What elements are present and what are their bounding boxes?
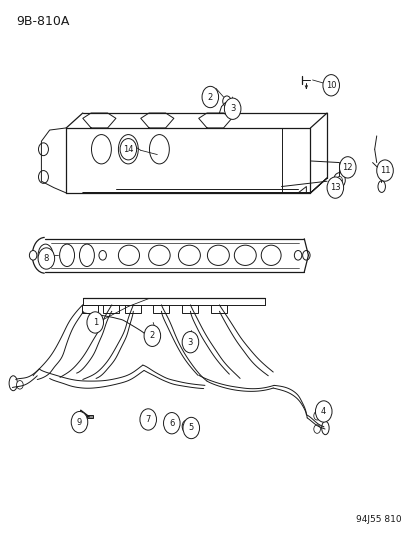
Text: 4: 4 [320, 407, 325, 416]
Circle shape [224, 98, 240, 119]
Ellipse shape [9, 376, 17, 391]
Circle shape [38, 171, 48, 183]
Ellipse shape [148, 245, 170, 265]
Text: 3: 3 [230, 104, 235, 113]
Ellipse shape [321, 421, 328, 435]
Text: 1: 1 [93, 318, 97, 327]
Bar [103, 305, 119, 313]
Text: 10: 10 [325, 81, 336, 90]
Text: 5: 5 [188, 424, 193, 432]
Circle shape [71, 411, 88, 433]
Circle shape [322, 75, 339, 96]
Circle shape [163, 413, 180, 434]
Text: 13: 13 [329, 183, 340, 192]
Circle shape [120, 139, 136, 160]
Circle shape [222, 96, 230, 107]
Circle shape [336, 176, 342, 184]
Circle shape [376, 160, 392, 181]
Circle shape [184, 423, 189, 430]
Circle shape [167, 418, 171, 424]
Circle shape [144, 325, 160, 346]
Ellipse shape [91, 134, 111, 164]
Circle shape [202, 86, 218, 108]
Ellipse shape [118, 245, 139, 265]
Circle shape [182, 332, 198, 353]
Circle shape [313, 425, 320, 433]
Text: 12: 12 [342, 163, 352, 172]
Ellipse shape [59, 244, 74, 266]
Circle shape [99, 251, 106, 260]
Circle shape [227, 104, 235, 115]
Ellipse shape [207, 245, 229, 265]
Circle shape [333, 173, 344, 188]
Text: 2: 2 [150, 332, 154, 340]
Text: 6: 6 [169, 419, 174, 427]
Circle shape [29, 251, 37, 260]
Text: 11: 11 [379, 166, 389, 175]
Ellipse shape [38, 244, 53, 266]
Circle shape [38, 248, 55, 269]
Circle shape [165, 415, 174, 427]
Ellipse shape [118, 134, 138, 164]
Circle shape [339, 157, 355, 178]
Circle shape [315, 401, 331, 422]
Circle shape [146, 412, 154, 423]
Bar [211, 305, 226, 313]
Text: 94J55 810: 94J55 810 [355, 515, 401, 524]
Circle shape [38, 143, 48, 156]
Circle shape [326, 177, 343, 198]
Ellipse shape [234, 245, 256, 265]
Bar [153, 305, 169, 313]
Text: 3: 3 [188, 338, 192, 346]
Text: 9B-810A: 9B-810A [17, 15, 70, 28]
Circle shape [294, 251, 301, 260]
Text: 14: 14 [123, 145, 133, 154]
Text: 2: 2 [207, 93, 212, 101]
Bar [182, 305, 197, 313]
Ellipse shape [149, 134, 169, 164]
Ellipse shape [377, 181, 385, 192]
Bar [125, 305, 140, 313]
Circle shape [183, 417, 199, 439]
Bar [87, 415, 93, 418]
Circle shape [313, 411, 320, 420]
Circle shape [302, 251, 309, 260]
Bar [82, 305, 97, 313]
Circle shape [17, 381, 23, 389]
Ellipse shape [261, 245, 280, 265]
Text: 8: 8 [44, 254, 49, 263]
Text: 9: 9 [77, 418, 82, 426]
Text: 7: 7 [145, 415, 150, 424]
Ellipse shape [79, 244, 94, 266]
Circle shape [87, 312, 103, 333]
Circle shape [140, 409, 156, 430]
Ellipse shape [178, 245, 200, 265]
Circle shape [182, 420, 192, 433]
